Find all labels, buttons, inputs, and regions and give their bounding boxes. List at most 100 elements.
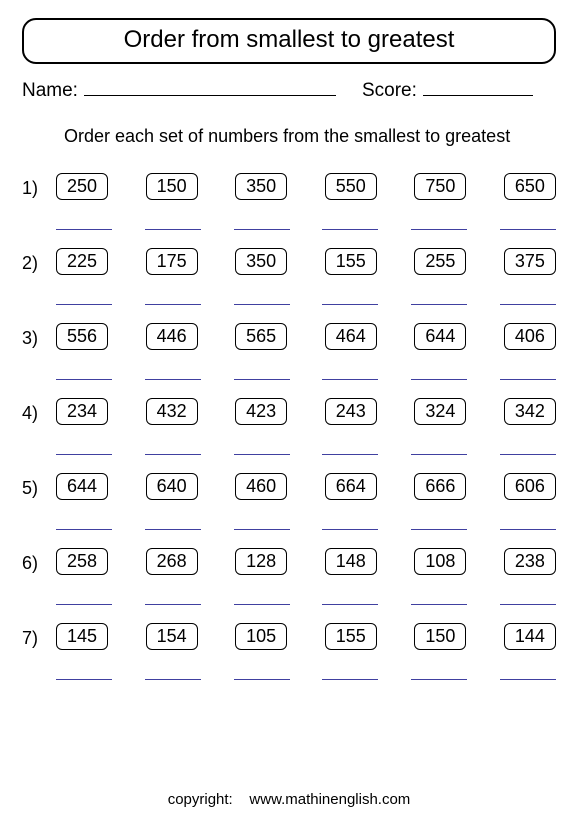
number-box: 150 bbox=[414, 623, 466, 650]
answer-input-line[interactable] bbox=[234, 293, 290, 305]
number-box: 423 bbox=[235, 398, 287, 425]
answer-input-line[interactable] bbox=[411, 443, 467, 455]
number-box: 650 bbox=[504, 173, 556, 200]
answer-input-line[interactable] bbox=[56, 518, 112, 530]
answer-input-line[interactable] bbox=[234, 368, 290, 380]
answer-input-line[interactable] bbox=[500, 443, 556, 455]
answer-input-line[interactable] bbox=[56, 593, 112, 605]
problem-row: 7)145154105155150144 bbox=[22, 623, 556, 680]
problem-content: 556446565464644406 bbox=[56, 323, 556, 380]
answer-input-line[interactable] bbox=[145, 368, 201, 380]
answer-input-line[interactable] bbox=[145, 443, 201, 455]
answer-row bbox=[56, 443, 556, 455]
answer-input-line[interactable] bbox=[322, 593, 378, 605]
number-box: 324 bbox=[414, 398, 466, 425]
number-box: 375 bbox=[504, 248, 556, 275]
answer-input-line[interactable] bbox=[322, 518, 378, 530]
name-input-line[interactable] bbox=[84, 78, 336, 96]
answer-row bbox=[56, 218, 556, 230]
number-row: 234432423243324342 bbox=[56, 398, 556, 425]
answer-input-line[interactable] bbox=[322, 443, 378, 455]
answer-input-line[interactable] bbox=[145, 668, 201, 680]
answer-input-line[interactable] bbox=[500, 368, 556, 380]
answer-input-line[interactable] bbox=[411, 368, 467, 380]
problem-number: 1) bbox=[22, 173, 56, 199]
number-box: 258 bbox=[56, 548, 108, 575]
number-box: 342 bbox=[504, 398, 556, 425]
number-box: 664 bbox=[325, 473, 377, 500]
number-box: 175 bbox=[146, 248, 198, 275]
number-box: 666 bbox=[414, 473, 466, 500]
number-box: 105 bbox=[235, 623, 287, 650]
problem-number: 3) bbox=[22, 323, 56, 349]
number-box: 144 bbox=[504, 623, 556, 650]
number-row: 258268128148108238 bbox=[56, 548, 556, 575]
answer-input-line[interactable] bbox=[500, 518, 556, 530]
answer-input-line[interactable] bbox=[411, 668, 467, 680]
number-row: 644640460664666606 bbox=[56, 473, 556, 500]
problem-content: 250150350550750650 bbox=[56, 173, 556, 230]
answer-input-line[interactable] bbox=[145, 518, 201, 530]
problem-number: 5) bbox=[22, 473, 56, 499]
answer-input-line[interactable] bbox=[322, 293, 378, 305]
answer-input-line[interactable] bbox=[56, 668, 112, 680]
number-box: 640 bbox=[146, 473, 198, 500]
answer-input-line[interactable] bbox=[500, 293, 556, 305]
answer-input-line[interactable] bbox=[234, 668, 290, 680]
answer-input-line[interactable] bbox=[500, 593, 556, 605]
answer-input-line[interactable] bbox=[56, 293, 112, 305]
answer-input-line[interactable] bbox=[145, 593, 201, 605]
number-box: 150 bbox=[146, 173, 198, 200]
number-row: 225 175 350 155 255 375 bbox=[56, 248, 556, 275]
number-box: 350 bbox=[235, 248, 287, 275]
score-input-line[interactable] bbox=[423, 78, 533, 96]
number-row: 556446565464644406 bbox=[56, 323, 556, 350]
answer-row bbox=[56, 518, 556, 530]
number-box: 406 bbox=[504, 323, 556, 350]
number-box: 108 bbox=[414, 548, 466, 575]
problem-row: 5)644640460664666606 bbox=[22, 473, 556, 530]
number-box: 250 bbox=[56, 173, 108, 200]
answer-input-line[interactable] bbox=[56, 443, 112, 455]
number-box: 255 bbox=[414, 248, 466, 275]
answer-input-line[interactable] bbox=[322, 218, 378, 230]
answer-input-line[interactable] bbox=[145, 293, 201, 305]
answer-input-line[interactable] bbox=[411, 518, 467, 530]
problem-content: 258268128148108238 bbox=[56, 548, 556, 605]
number-box: 644 bbox=[414, 323, 466, 350]
problem-content: 225 175 350 155 255 375 bbox=[56, 248, 556, 305]
answer-input-line[interactable] bbox=[411, 218, 467, 230]
number-box: 243 bbox=[325, 398, 377, 425]
answer-input-line[interactable] bbox=[56, 368, 112, 380]
answer-input-line[interactable] bbox=[234, 218, 290, 230]
number-row: 250150350550750650 bbox=[56, 173, 556, 200]
problem-content: 145154105155150144 bbox=[56, 623, 556, 680]
number-box: 644 bbox=[56, 473, 108, 500]
number-box: 550 bbox=[325, 173, 377, 200]
problem-row: 2)225175350155255375 bbox=[22, 248, 556, 305]
answer-input-line[interactable] bbox=[411, 593, 467, 605]
problem-row: 3)556446565464644406 bbox=[22, 323, 556, 380]
answer-input-line[interactable] bbox=[322, 668, 378, 680]
answer-input-line[interactable] bbox=[234, 593, 290, 605]
answer-row bbox=[56, 593, 556, 605]
meta-row: Name: Score: bbox=[22, 78, 556, 102]
answer-input-line[interactable] bbox=[234, 443, 290, 455]
number-box: 432 bbox=[146, 398, 198, 425]
answer-input-line[interactable] bbox=[411, 293, 467, 305]
number-box: 225 bbox=[56, 248, 108, 275]
problem-number: 4) bbox=[22, 398, 56, 424]
answer-input-line[interactable] bbox=[322, 368, 378, 380]
answer-input-line[interactable] bbox=[145, 218, 201, 230]
number-box: 154 bbox=[146, 623, 198, 650]
score-label: Score: bbox=[362, 80, 417, 102]
number-box: 238 bbox=[504, 548, 556, 575]
answer-input-line[interactable] bbox=[500, 668, 556, 680]
number-box: 155 bbox=[325, 248, 377, 275]
answer-input-line[interactable] bbox=[500, 218, 556, 230]
problem-number: 7) bbox=[22, 623, 56, 649]
answer-input-line[interactable] bbox=[56, 218, 112, 230]
number-box: 606 bbox=[504, 473, 556, 500]
answer-input-line[interactable] bbox=[234, 518, 290, 530]
problem-row: 4)234432423243324342 bbox=[22, 398, 556, 455]
